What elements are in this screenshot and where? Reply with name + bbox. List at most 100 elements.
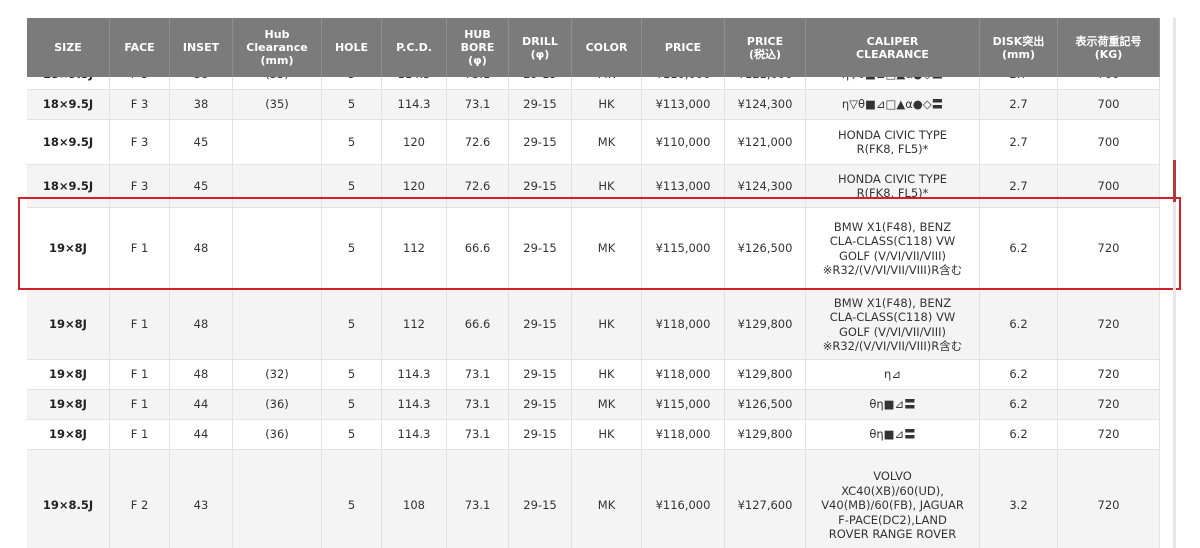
table-cell: HONDA CIVIC TYPE R(FK8, FL5)* [806,165,980,207]
table-cell: 29-15 [509,360,572,389]
table-cell: η▽θ■⊿□▲α●◇〓 [806,90,980,119]
table-cell: 48 [170,290,233,359]
table-cell: 29-15 [509,290,572,359]
table-row: 19×8J F 1 48 (32) 5 114.3 73.1 29-15 HK ¥118,000 ¥… [27,360,1160,390]
table-cell: 700 [1058,120,1160,164]
table-cell: 5 [322,420,382,449]
table-cell: 114.3 [382,360,447,389]
table-cell: 19×8.5J [27,450,110,548]
table-cell: MK [572,120,642,164]
table-cell: ¥121,000 [725,77,806,89]
table-cell: 72.6 [447,165,509,207]
table-cell: 120 [382,120,447,164]
table-cell: 43 [170,450,233,548]
table-cell: 700 [1058,165,1160,207]
table-cell: 19×8J [27,390,110,419]
table-cell: 72.6 [447,120,509,164]
table-cell: 6.2 [980,290,1058,359]
table-cell: ¥126,500 [725,208,806,289]
table-cell: ¥118,000 [642,360,725,389]
table-cell: 18×9.5J [27,90,110,119]
table-cell: (32) [233,360,322,389]
table-row: 18×9.5J F 3 38 (35) 5 114.3 73.1 29-15 HK ¥113,00… [27,90,1160,120]
table-cell: 29-15 [509,390,572,419]
table-cell: 720 [1058,450,1160,548]
table-cell: 29-15 [509,77,572,89]
table-cell: MK [572,208,642,289]
table-cell: 108 [382,450,447,548]
table-cell: (36) [233,420,322,449]
column-header: PRICE [642,18,725,77]
table-cell: F 3 [110,120,170,164]
table-cell: ¥121,000 [725,120,806,164]
table-cell: 5 [322,360,382,389]
table-cell: θη■⊿〓 [806,420,980,449]
table-cell: ¥129,800 [725,420,806,449]
table-cell: 114.3 [382,77,447,89]
table-cell: 19×8J [27,208,110,289]
table-cell: η▽θ■⊿□▲α●◇〓 [806,77,980,89]
table-cell: 44 [170,420,233,449]
table-cell: 5 [322,90,382,119]
table-cell: HK [572,420,642,449]
table-cell: 720 [1058,360,1160,389]
scrollbar-thumb[interactable] [1173,160,1176,202]
column-header: INSET [170,18,233,77]
table-cell: 66.6 [447,290,509,359]
table-cell: HK [572,360,642,389]
table-cell [233,120,322,164]
table-cell: 29-15 [509,90,572,119]
table-cell: 114.3 [382,420,447,449]
table-cell: ¥127,600 [725,450,806,548]
table-cell: F 2 [110,450,170,548]
table-cell: 5 [322,390,382,419]
table-cell: 112 [382,290,447,359]
table-cell: 73.1 [447,90,509,119]
table-cell: 720 [1058,420,1160,449]
table-cell: 2.7 [980,165,1058,207]
table-cell: 112 [382,208,447,289]
table-cell: F 3 [110,165,170,207]
table-cell: 6.2 [980,208,1058,289]
table-cell: 114.3 [382,90,447,119]
table-cell: 48 [170,208,233,289]
table-row: 19×8J F 1 48 5 112 66.6 29-15 MK ¥115,000 ¥126,50… [27,208,1160,290]
column-header: HUB BORE (φ) [447,18,509,77]
table-cell: 73.1 [447,77,509,89]
table-cell: 73.1 [447,420,509,449]
table-cell: 720 [1058,208,1160,289]
table-cell: η⊿ [806,360,980,389]
column-header: DISK突出 (mm) [980,18,1058,77]
table-row: 19×8J F 1 44 (36) 5 114.3 73.1 29-15 MK ¥115,000 ¥… [27,390,1160,420]
table-cell: ¥115,000 [642,390,725,419]
table-cell: 700 [1058,77,1160,89]
table-cell: F 3 [110,77,170,89]
scrollbar[interactable] [1173,18,1176,548]
table-cell: (36) [233,390,322,419]
table-cell: BMW X1(F48), BENZ CLA-CLASS(C118) VW GOL… [806,208,980,289]
table-cell: 720 [1058,390,1160,419]
table-cell: ¥110,000 [642,77,725,89]
table-cell: 19×8J [27,420,110,449]
table-cell: 45 [170,165,233,207]
table-cell: 114.3 [382,390,447,419]
table-cell: 720 [1058,290,1160,359]
table-cell: 29-15 [509,450,572,548]
table-cell: 6.2 [980,360,1058,389]
column-header: DRILL (φ) [509,18,572,77]
table-cell: 73.1 [447,390,509,419]
table-cell: θη■⊿〓 [806,390,980,419]
table-cell: 18×9.5J [27,120,110,164]
table-cell: ¥115,000 [642,208,725,289]
table-cell: ¥113,000 [642,90,725,119]
table-cell: 2.7 [980,90,1058,119]
table-cell: ¥113,000 [642,165,725,207]
table-cell: 5 [322,77,382,89]
table-cell: ¥110,000 [642,120,725,164]
table-cell: 2.7 [980,77,1058,89]
table-cell: F 1 [110,420,170,449]
table-cell: HK [572,90,642,119]
table-row: 18×9.5JF 338(35)5114.373.129-15MK¥110,00… [27,77,1160,90]
table-cell: ¥124,300 [725,165,806,207]
